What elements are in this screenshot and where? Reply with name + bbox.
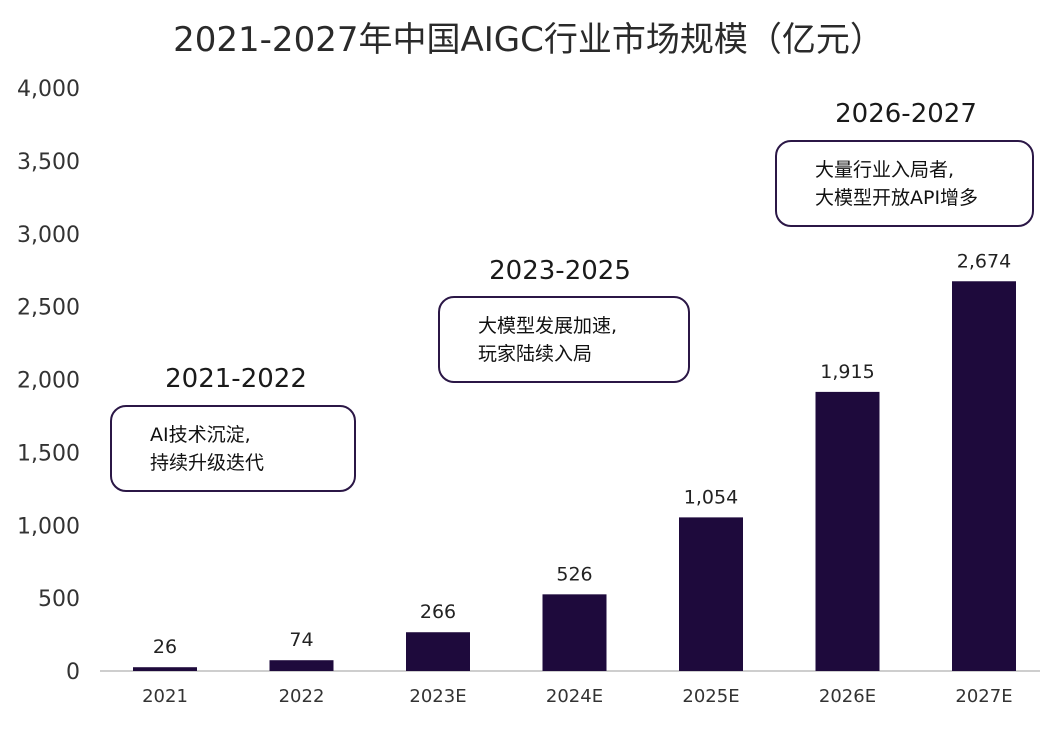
phase-2-line-1: 大模型发展加速, bbox=[478, 315, 618, 337]
x-tick-label: 2027E bbox=[955, 686, 1012, 707]
bar bbox=[542, 594, 607, 671]
phase-title-2: 2023-2025 bbox=[489, 256, 631, 286]
phase-3-line-2: 大模型开放API增多 bbox=[815, 187, 979, 209]
bar bbox=[815, 391, 880, 671]
data-label: 2,674 bbox=[957, 250, 1011, 272]
bar bbox=[952, 281, 1016, 671]
y-tick-label: 0 bbox=[66, 660, 80, 685]
bar bbox=[133, 667, 197, 671]
x-tick-label: 2026E bbox=[819, 686, 876, 707]
y-tick-label: 2,500 bbox=[17, 296, 80, 321]
bar bbox=[269, 660, 334, 671]
data-label: 1,054 bbox=[684, 486, 738, 508]
bar bbox=[406, 632, 470, 671]
phase-1-line-2: 持续升级迭代 bbox=[150, 452, 265, 474]
data-label: 74 bbox=[289, 629, 313, 651]
y-tick-label: 1,000 bbox=[17, 514, 80, 539]
phase-title-3: 2026-2027 bbox=[835, 99, 977, 129]
phase-3-line-1: 大量行业入局者, bbox=[815, 159, 955, 181]
phase-box-1: AI技术沉淀, 持续升级迭代 bbox=[110, 405, 356, 492]
data-label: 266 bbox=[420, 601, 456, 623]
x-tick-label: 2022 bbox=[279, 686, 325, 707]
y-tick-label: 4,000 bbox=[17, 77, 80, 102]
data-label: 526 bbox=[556, 563, 592, 585]
x-tick-label: 2021 bbox=[142, 686, 188, 707]
data-label: 1,915 bbox=[820, 361, 874, 383]
phase-1-line-1: AI技术沉淀, bbox=[150, 424, 251, 446]
y-tick-label: 3,500 bbox=[17, 150, 80, 175]
phase-2-line-2: 玩家陆续入局 bbox=[478, 343, 593, 365]
phase-title-1: 2021-2022 bbox=[165, 364, 307, 394]
y-tick-label: 1,500 bbox=[17, 441, 80, 466]
x-tick-label: 2024E bbox=[546, 686, 603, 707]
data-label: 26 bbox=[153, 636, 177, 658]
y-tick-label: 2,000 bbox=[17, 369, 80, 394]
chart-title: 2021-2027年中国AIGC行业市场规模（亿元） bbox=[173, 20, 884, 60]
y-tick-label: 500 bbox=[38, 587, 80, 612]
y-tick-label: 3,000 bbox=[17, 223, 80, 248]
x-tick-label: 2023E bbox=[409, 686, 466, 707]
bar bbox=[679, 517, 743, 671]
phase-box-3: 大量行业入局者, 大模型开放API增多 bbox=[775, 140, 1034, 227]
phase-box-2: 大模型发展加速, 玩家陆续入局 bbox=[438, 296, 690, 383]
x-tick-label: 2025E bbox=[682, 686, 739, 707]
